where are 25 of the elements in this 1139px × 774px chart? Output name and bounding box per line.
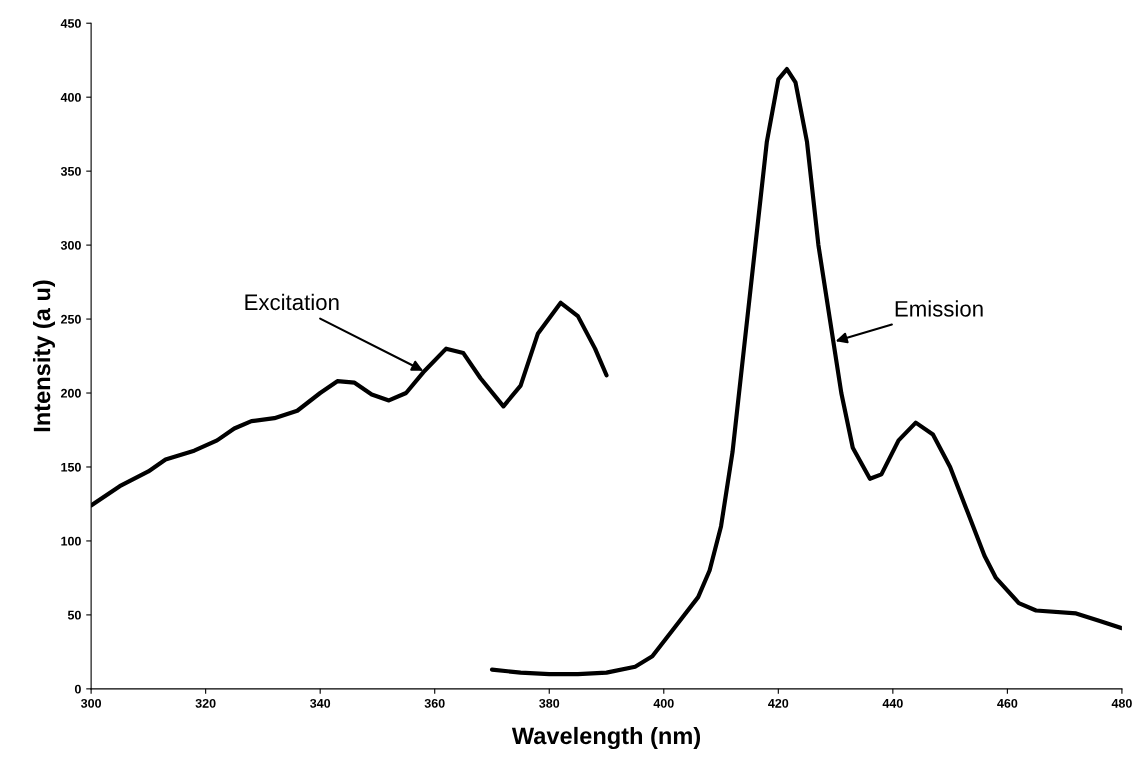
y-tick-label: 150 [61, 462, 81, 472]
line-series [489, 66, 1122, 677]
y-tick-label: 250 [60, 314, 81, 324]
y-tick-label: 300 [60, 240, 81, 250]
y-tick-label: 100 [61, 536, 81, 546]
x-tick-label: 440 [882, 698, 903, 708]
y-axis-title: Intensity (a u) [32, 280, 55, 432]
x-tick-label: 480 [1111, 698, 1132, 708]
x-axis-title: Wavelength (nm) [511, 726, 701, 750]
x-tick-label: 320 [195, 698, 216, 708]
annotation: Emission [895, 300, 983, 317]
y-tick-label: 200 [60, 388, 81, 398]
y-tick-label: 350 [60, 166, 81, 176]
x-tick-label: 460 [997, 698, 1018, 708]
y-tick-label: 400 [60, 92, 81, 102]
x-tick-label: 400 [653, 698, 674, 708]
y-tick-label: 0 [74, 684, 81, 694]
x-tick-label: 340 [310, 698, 331, 708]
x-tick-label: 380 [539, 698, 560, 708]
x-tick-label: 300 [80, 698, 102, 708]
y-tick-label: 50 [67, 610, 81, 620]
x-tick-label: 420 [768, 698, 789, 708]
y-tick-label: 450 [60, 19, 81, 28]
annotation: Excitation [245, 293, 339, 311]
x-tick-label: 360 [424, 698, 445, 708]
